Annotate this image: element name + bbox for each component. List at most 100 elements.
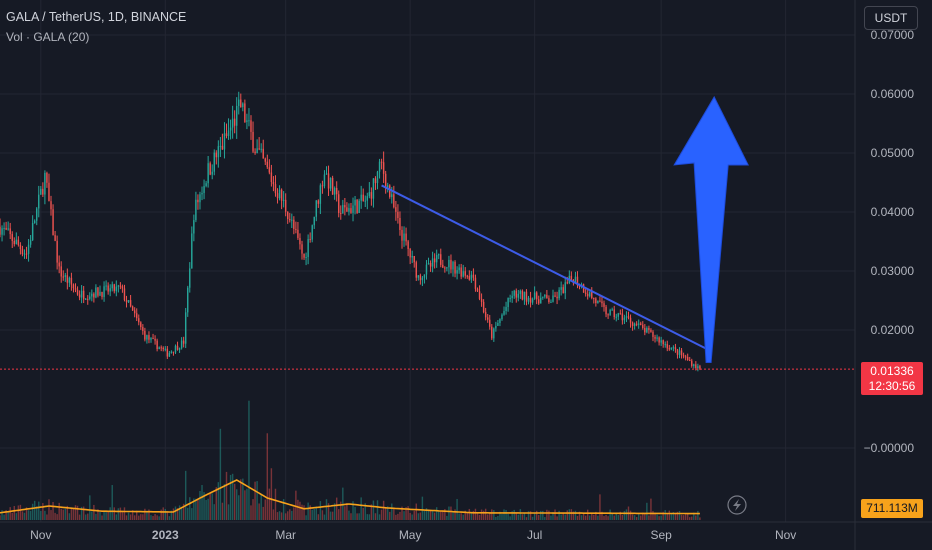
volume-bar bbox=[329, 511, 332, 520]
volume-bar bbox=[472, 510, 475, 520]
volume-bar bbox=[568, 509, 571, 520]
volume-bar bbox=[378, 514, 381, 520]
candle-body bbox=[323, 174, 326, 187]
current-volume-badge: 711.113M bbox=[861, 499, 923, 518]
candle-body bbox=[133, 310, 136, 314]
volume-bar bbox=[491, 509, 493, 520]
candle-body bbox=[311, 225, 313, 240]
candle-body bbox=[68, 277, 71, 283]
volume-bar bbox=[395, 514, 397, 520]
y-axis[interactable]: 0.07000 0.06000 0.05000 0.04000 0.03000 0.020… bbox=[864, 28, 915, 455]
candle-body bbox=[193, 220, 195, 234]
volume-bar bbox=[258, 503, 260, 520]
volume-bar bbox=[676, 511, 679, 520]
up-arrow-drawing[interactable] bbox=[673, 95, 750, 363]
volume-indicator-legend[interactable]: Vol · GALA (20) bbox=[6, 30, 90, 44]
candle-body bbox=[452, 261, 454, 270]
candle-body bbox=[660, 340, 662, 343]
candle-body bbox=[482, 301, 485, 313]
candle-body bbox=[260, 148, 262, 150]
volume-bar bbox=[440, 510, 442, 520]
candle-body bbox=[25, 253, 28, 255]
volume-bar bbox=[556, 516, 558, 520]
symbol-title[interactable]: GALA / TetherUS, 1D, BINANCE bbox=[6, 10, 187, 24]
candle-body bbox=[658, 337, 660, 343]
volume-bar bbox=[644, 513, 646, 520]
volume-bar bbox=[238, 495, 240, 520]
candle-body bbox=[33, 220, 36, 224]
candle-body bbox=[574, 276, 577, 283]
volume-bar bbox=[648, 515, 650, 520]
candle-body bbox=[670, 347, 673, 350]
candle-body bbox=[295, 228, 297, 230]
candle-body bbox=[131, 306, 134, 311]
candle-body bbox=[625, 316, 628, 318]
volume-bar bbox=[356, 513, 358, 520]
volume-bar bbox=[291, 510, 293, 520]
x-axis[interactable]: Nov 2023 Mar May Jul Sep Nov bbox=[30, 528, 796, 542]
volume-bar bbox=[542, 510, 544, 520]
candle-body bbox=[680, 350, 683, 356]
volume-bar bbox=[11, 512, 13, 520]
volume-bar bbox=[438, 511, 440, 520]
volume-bar bbox=[289, 509, 291, 520]
currency-button[interactable]: USDT bbox=[864, 6, 918, 30]
candle-body bbox=[389, 185, 391, 197]
candle-body bbox=[523, 291, 526, 300]
candle-body bbox=[123, 288, 126, 300]
candle-body bbox=[158, 347, 160, 350]
volume-bar bbox=[148, 509, 150, 520]
candle-body bbox=[15, 239, 18, 245]
candle-body bbox=[156, 340, 158, 350]
volume-bar bbox=[517, 514, 520, 520]
candle-body bbox=[360, 194, 362, 201]
volume-bar bbox=[593, 514, 595, 520]
volume-bar bbox=[364, 503, 366, 520]
candle-body bbox=[401, 229, 403, 241]
candle-body bbox=[148, 335, 150, 340]
volume-bar bbox=[493, 510, 495, 520]
volume-bar bbox=[235, 489, 238, 520]
candle-body bbox=[338, 194, 340, 213]
candle-body bbox=[58, 262, 60, 267]
volume-bar bbox=[225, 471, 228, 520]
volume-bar bbox=[546, 509, 548, 520]
volume-bar bbox=[635, 517, 638, 520]
candle-body bbox=[7, 228, 9, 230]
y-tick-label: 0.03000 bbox=[871, 264, 915, 278]
candle-body bbox=[672, 347, 675, 349]
candle-body bbox=[172, 351, 175, 353]
candle-body bbox=[48, 182, 50, 202]
volume-bar bbox=[113, 507, 115, 520]
candle-body bbox=[366, 196, 369, 201]
volume-bar bbox=[199, 491, 201, 520]
candle-body bbox=[342, 205, 344, 214]
descending-trendline[interactable] bbox=[381, 184, 711, 352]
volume-bar bbox=[448, 506, 450, 520]
candle-body bbox=[489, 319, 491, 327]
candle-body bbox=[164, 348, 167, 350]
lightning-icon[interactable] bbox=[727, 495, 747, 515]
candle-body bbox=[72, 284, 75, 289]
candle-body bbox=[458, 267, 460, 271]
volume-bar bbox=[411, 514, 413, 520]
volume-bar bbox=[682, 515, 685, 520]
volume-bar bbox=[415, 503, 417, 520]
candle-body bbox=[299, 237, 301, 245]
volume-bar bbox=[176, 508, 179, 520]
volume-bar bbox=[0, 515, 1, 520]
volume-bar bbox=[684, 513, 687, 520]
candle-body bbox=[356, 199, 358, 213]
volume-bar bbox=[33, 500, 36, 520]
candle-body bbox=[486, 317, 489, 320]
candle-body bbox=[87, 298, 89, 300]
volume-bar bbox=[105, 510, 107, 520]
candle-body bbox=[289, 218, 291, 221]
candle-body bbox=[340, 212, 342, 214]
candle-body bbox=[350, 208, 352, 213]
candle-body bbox=[364, 200, 366, 202]
volume-bar bbox=[58, 502, 60, 520]
volume-bar bbox=[421, 496, 424, 520]
candle-body bbox=[346, 207, 348, 212]
